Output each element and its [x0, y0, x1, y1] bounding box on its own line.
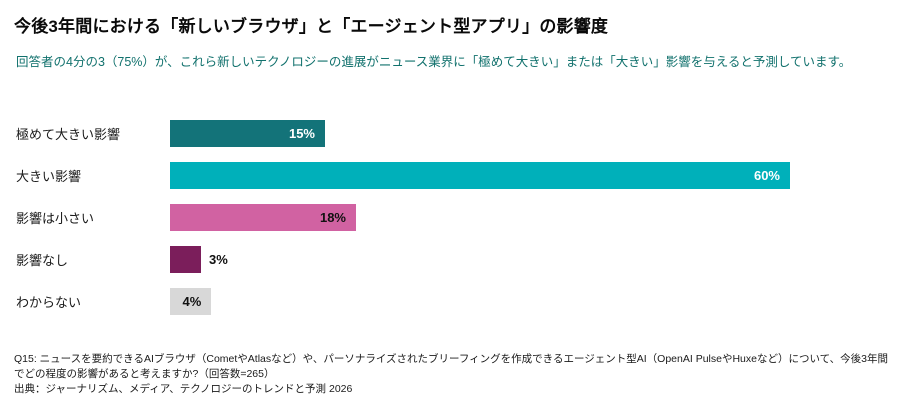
- bar-large: 60%: [170, 162, 790, 189]
- category-label: 大きい影響: [16, 169, 82, 184]
- category-label: 極めて大きい影響: [16, 127, 121, 142]
- value-label: 4%: [182, 294, 202, 309]
- question-note: Q15: ニュースを要約できるAIブラウザ（CometやAtlasなど）や、パー…: [14, 353, 888, 381]
- category-label: わからない: [16, 295, 82, 310]
- value-label: 60%: [753, 168, 780, 183]
- bar-none: 3%: [170, 246, 228, 273]
- bar-row: わからない 4%: [16, 288, 893, 315]
- bar-track: 3%: [170, 246, 790, 273]
- source-note: 出典：ジャーナリズム、メディア、テクノロジーのトレンドと予測 2026: [14, 383, 353, 396]
- bar-chart: 極めて大きい影響 15% 大きい影響 60% 影響は小さい 18%: [12, 120, 893, 315]
- page-title: 今後3年間における「新しいブラウザ」と「エージェント型アプリ」の影響度: [14, 17, 609, 36]
- bar-row: 極めて大きい影響 15%: [16, 120, 893, 147]
- bar-extremely-large: 15%: [170, 120, 325, 147]
- value-label: 15%: [288, 126, 315, 141]
- bar-row: 影響は小さい 18%: [16, 204, 893, 231]
- chart-footer: Q15: ニュースを要約できるAIブラウザ（CometやAtlasなど）や、パー…: [12, 352, 892, 398]
- bar-track: 60%: [170, 162, 790, 189]
- value-label: 3%: [209, 252, 228, 267]
- bar-track: 15%: [170, 120, 790, 147]
- bar-row: 影響なし 3%: [16, 246, 893, 273]
- bar-track: 4%: [170, 288, 790, 315]
- bar-small: 18%: [170, 204, 356, 231]
- bar-row: 大きい影響 60%: [16, 162, 893, 189]
- category-label: 影響は小さい: [16, 211, 95, 226]
- value-label: 18%: [319, 210, 346, 225]
- category-label: 影響なし: [16, 253, 69, 268]
- bar-unknown: 4%: [170, 288, 212, 315]
- bar-track: 18%: [170, 204, 790, 231]
- chart-subtitle: 回答者の4分の3（75%）が、これら新しいテクノロジーの進展がニュース業界に「極…: [16, 55, 852, 69]
